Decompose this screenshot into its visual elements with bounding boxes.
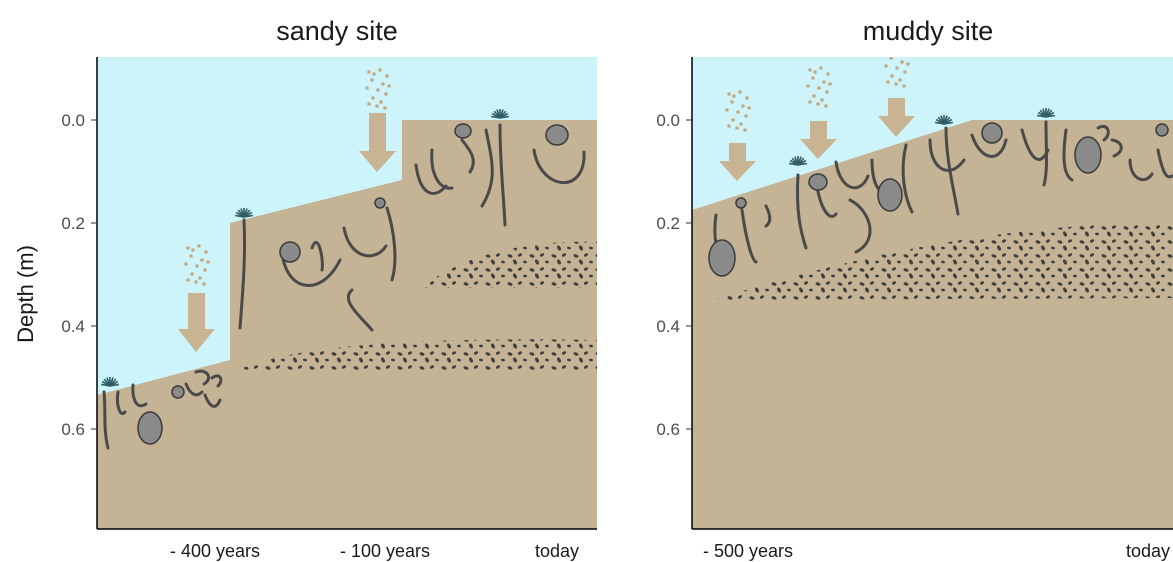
x-label: today bbox=[535, 541, 579, 561]
shell-layer bbox=[243, 339, 597, 370]
deposition-arrow bbox=[800, 66, 837, 159]
sediment-area bbox=[97, 120, 597, 529]
svg-text:0.2: 0.2 bbox=[61, 214, 85, 233]
y-tick: 0.0 bbox=[61, 111, 97, 130]
polyp-fauna bbox=[100, 109, 510, 387]
svg-text:0.0: 0.0 bbox=[61, 111, 85, 130]
x-label: - 100 years bbox=[340, 541, 430, 561]
shell-fauna bbox=[708, 122, 1169, 277]
deposition-arrow bbox=[178, 244, 215, 352]
y-tick: 0.2 bbox=[656, 214, 692, 233]
y-tick: 0.4 bbox=[61, 317, 97, 336]
svg-text:0.2: 0.2 bbox=[656, 214, 680, 233]
y-tick: 0.6 bbox=[61, 420, 97, 439]
deposition-arrow bbox=[359, 68, 396, 172]
x-label: today bbox=[1126, 541, 1170, 561]
panel-title-sandy: sandy site bbox=[276, 16, 398, 46]
svg-text:0.6: 0.6 bbox=[61, 420, 85, 439]
deposition-arrow bbox=[719, 90, 756, 181]
x-label: - 500 years bbox=[703, 541, 793, 561]
y-tick: 0.0 bbox=[656, 111, 692, 130]
panel-muddy: muddy site bbox=[656, 16, 1173, 561]
svg-text:0.0: 0.0 bbox=[656, 111, 680, 130]
y-axis-label: Depth (m) bbox=[13, 245, 38, 343]
svg-text:0.4: 0.4 bbox=[656, 317, 680, 336]
sediment-area bbox=[692, 120, 1173, 529]
svg-text:0.6: 0.6 bbox=[656, 420, 680, 439]
x-label: - 400 years bbox=[170, 541, 260, 561]
y-tick: 0.6 bbox=[656, 420, 692, 439]
shell-layer bbox=[425, 241, 597, 288]
shell-fauna bbox=[137, 123, 569, 445]
svg-text:0.4: 0.4 bbox=[61, 317, 85, 336]
benthic-fauna bbox=[102, 123, 586, 450]
panel-title-muddy: muddy site bbox=[863, 16, 994, 46]
polyp-fauna bbox=[788, 108, 1056, 166]
y-tick: 0.4 bbox=[656, 317, 692, 336]
shell-layer bbox=[712, 222, 1173, 300]
y-tick: 0.2 bbox=[61, 214, 97, 233]
panel-sandy: sandy site bbox=[13, 16, 597, 561]
deposition-arrow bbox=[878, 57, 915, 137]
